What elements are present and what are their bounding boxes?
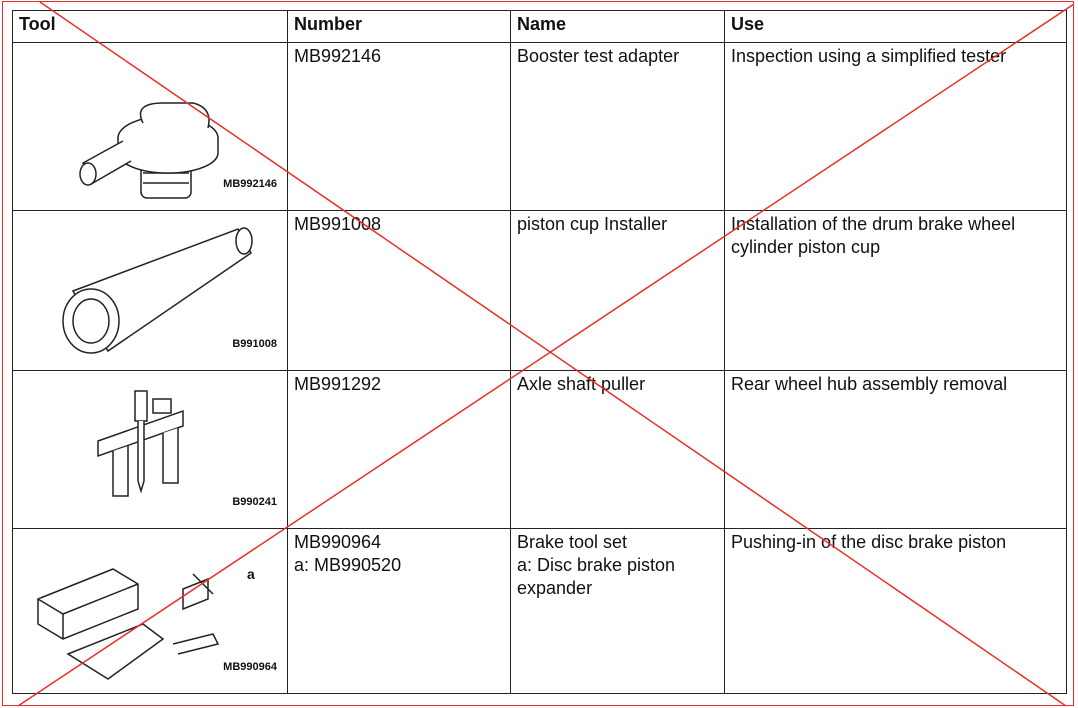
table-body: MB992146 MB992146 Booster test adapter Insp… [12, 42, 1067, 694]
table-row: B991008 MB991008 piston cup Installer Insta… [12, 210, 1067, 371]
name-line: Booster test adapter [517, 46, 680, 66]
name-line: Axle shaft puller [517, 374, 646, 394]
table-row: B990241 MB991292 Axle shaft puller Rear whe… [12, 370, 1067, 529]
number-cell: MB991008 [287, 210, 511, 371]
table-row: MB990964 a MB990964 a: MB990520 Brake tool s… [12, 528, 1067, 694]
name-line: Brake tool set [517, 532, 628, 552]
table-row: MB992146 MB992146 Booster test adapter Insp… [12, 42, 1067, 211]
name-line: a: Disc brake piston expander [517, 555, 676, 598]
name-cell: Booster test adapter [510, 42, 725, 211]
number-line: MB990964 [294, 532, 382, 552]
number-line: a: MB990520 [294, 555, 402, 575]
image-label: MB992146 [223, 178, 277, 190]
name-cell: Axle shaft puller [510, 370, 725, 529]
tool-cell: B991008 [12, 210, 288, 371]
tool-cell: B990241 [12, 370, 288, 529]
use-cell: Pushing-in of the disc brake piston [724, 528, 1067, 694]
tool-table: Tool Number Name Use MB992146 MB992146 Booste… [12, 10, 1067, 694]
image-label: MB990964 [223, 661, 277, 673]
image-callout: a [247, 566, 255, 582]
header-cell: Tool [12, 10, 288, 43]
name-cell: piston cup Installer [510, 210, 725, 371]
number-line: MB992146 [294, 46, 382, 66]
header-cell: Use [724, 10, 1067, 43]
header-row: Tool Number Name Use [12, 10, 1067, 43]
name-cell: Brake tool set a: Disc brake piston expan… [510, 528, 725, 694]
tool-cell: MB990964 a [12, 528, 288, 694]
number-line: MB991008 [294, 214, 382, 234]
header-cell: Name [510, 10, 725, 43]
number-cell: MB992146 [287, 42, 511, 211]
number-cell: MB991292 [287, 370, 511, 529]
number-line: MB991292 [294, 374, 382, 394]
use-cell: Inspection using a simplified tester [724, 42, 1067, 211]
use-cell: Installation of the drum brake wheel cyl… [724, 210, 1067, 371]
number-cell: MB990964 a: MB990520 [287, 528, 511, 694]
image-label: B991008 [232, 338, 277, 350]
header-cell: Number [287, 10, 511, 43]
name-line: piston cup Installer [517, 214, 668, 234]
image-label: B990241 [232, 496, 277, 508]
use-cell: Rear wheel hub assembly removal [724, 370, 1067, 529]
tool-cell: MB992146 [12, 42, 288, 211]
